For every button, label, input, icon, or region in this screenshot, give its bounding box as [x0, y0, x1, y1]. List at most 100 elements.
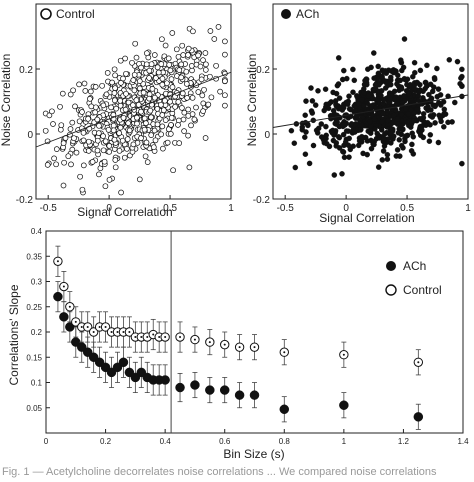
scatter-point [355, 142, 362, 149]
scatter-point [173, 46, 180, 53]
scatter-point [378, 92, 384, 99]
scatter-point [427, 113, 434, 119]
scatter-point [459, 66, 465, 73]
scatter-point [151, 94, 158, 101]
scatter-point [382, 131, 388, 137]
scatter-point [50, 121, 56, 127]
scatter-point [130, 141, 137, 148]
scatter-point [393, 100, 400, 107]
scatter-point [353, 121, 359, 127]
scatter-point [100, 102, 107, 109]
scatter-point [222, 38, 228, 45]
scatter-point [362, 77, 368, 84]
data-point [190, 380, 200, 390]
scatter-point [88, 103, 95, 110]
scatter-point [136, 176, 143, 183]
data-point-center [98, 325, 101, 328]
scatter-point [315, 88, 321, 94]
scatter-point [435, 139, 442, 146]
scatter-point [195, 52, 201, 59]
scatter-point [138, 135, 144, 141]
scatter-point [85, 115, 91, 122]
x-tick-label: 1 [342, 437, 347, 446]
scatter-point [385, 117, 391, 124]
data-point-center [80, 325, 83, 328]
scatter-point [118, 80, 124, 86]
scatter-point [162, 117, 169, 123]
scatter-point [176, 140, 183, 146]
scatter-point [61, 159, 67, 166]
scatter-point [180, 52, 187, 58]
scatter-point [427, 122, 433, 128]
scatter-point [185, 132, 191, 139]
scatter-point [85, 138, 92, 145]
y-tick-label: 0 [27, 130, 33, 141]
scatter-point [398, 57, 404, 63]
scatter-point [426, 91, 432, 98]
y-tick-label: 0.35 [26, 252, 42, 261]
data-point-center [128, 331, 131, 333]
scatter-point [213, 62, 219, 69]
scatter-point [375, 132, 381, 138]
scatter-point [302, 112, 308, 118]
scatter-point [346, 106, 353, 112]
data-point-center [110, 331, 113, 333]
series-ach [53, 281, 424, 430]
data-point [53, 291, 63, 302]
x-tick-label: 0.8 [279, 437, 291, 446]
scatter-point [334, 119, 340, 126]
scatter-point [125, 120, 132, 126]
y-tick-label: 0.15 [26, 353, 42, 362]
scatter-point [387, 96, 394, 102]
scatter-point [148, 114, 154, 121]
scatter-point [185, 106, 192, 113]
slope-xlabel: Bin Size (s) [223, 447, 284, 461]
scatter-point [150, 144, 157, 151]
scatter-point [112, 85, 118, 91]
x-tick-label: 0.6 [219, 437, 231, 446]
scatter-point [190, 28, 196, 35]
scatter-point [379, 118, 385, 125]
data-point-center [56, 260, 59, 263]
scatter-point [416, 89, 422, 95]
scatter-point [100, 147, 107, 154]
scatter-point [68, 161, 74, 168]
scatter-point [409, 130, 415, 136]
scatter-point [143, 139, 150, 146]
scatter-point [202, 67, 209, 73]
scatter-point [175, 53, 182, 60]
scatter-point [111, 97, 118, 104]
scatter-point [207, 28, 214, 34]
data-point [249, 390, 260, 400]
scatter-point [158, 61, 165, 67]
scatter-point [382, 79, 389, 85]
figure-caption-fragment: Fig. 1 — Acetylcholine decorrelates nois… [2, 466, 437, 478]
scatter-point [303, 98, 309, 104]
scatter-point [388, 74, 394, 81]
scatter-point [65, 153, 72, 160]
panel-control-scatter: Control -0.5 0 0.5 1 -0.2 0 0.2 Signal Correla… [0, 3, 234, 219]
scatter-point [160, 145, 166, 152]
scatter-point [372, 82, 379, 88]
scatter-point [459, 160, 465, 167]
data-point-center [104, 325, 107, 328]
ach-ylabel: Noise Correlation [245, 54, 259, 147]
scatter-point [188, 63, 195, 69]
data-point-center [164, 336, 167, 339]
scatter-point [201, 86, 207, 93]
scatter-point [179, 105, 185, 111]
scatter-point [406, 84, 413, 90]
scatter-point [390, 112, 397, 119]
scatter-point [331, 132, 337, 138]
scatter-point [423, 105, 429, 111]
scatter-point [306, 160, 313, 167]
x-tick-label: 1.2 [398, 437, 410, 446]
panel-ach-frame [272, 3, 469, 200]
scatter-point [441, 124, 447, 130]
scatter-point [193, 104, 199, 111]
scatter-point [341, 67, 347, 74]
data-point-center [140, 336, 143, 339]
x-tick-label: 0 [343, 203, 349, 214]
scatter-point [419, 123, 426, 129]
scatter-point [94, 116, 101, 123]
